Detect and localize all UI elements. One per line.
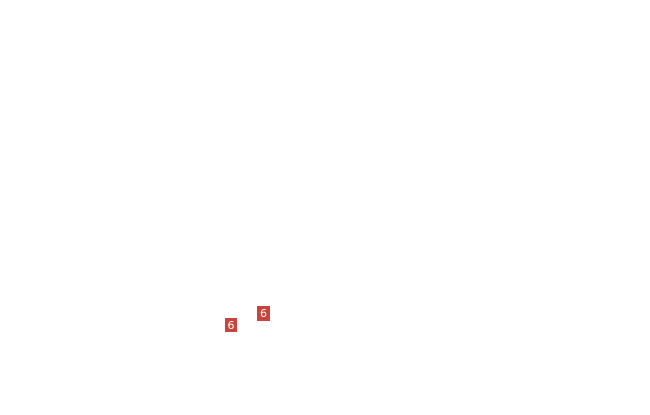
numbered-marker-badge[interactable]: 6 — [225, 318, 237, 332]
numbered-marker-badge[interactable]: 6 — [257, 306, 270, 321]
